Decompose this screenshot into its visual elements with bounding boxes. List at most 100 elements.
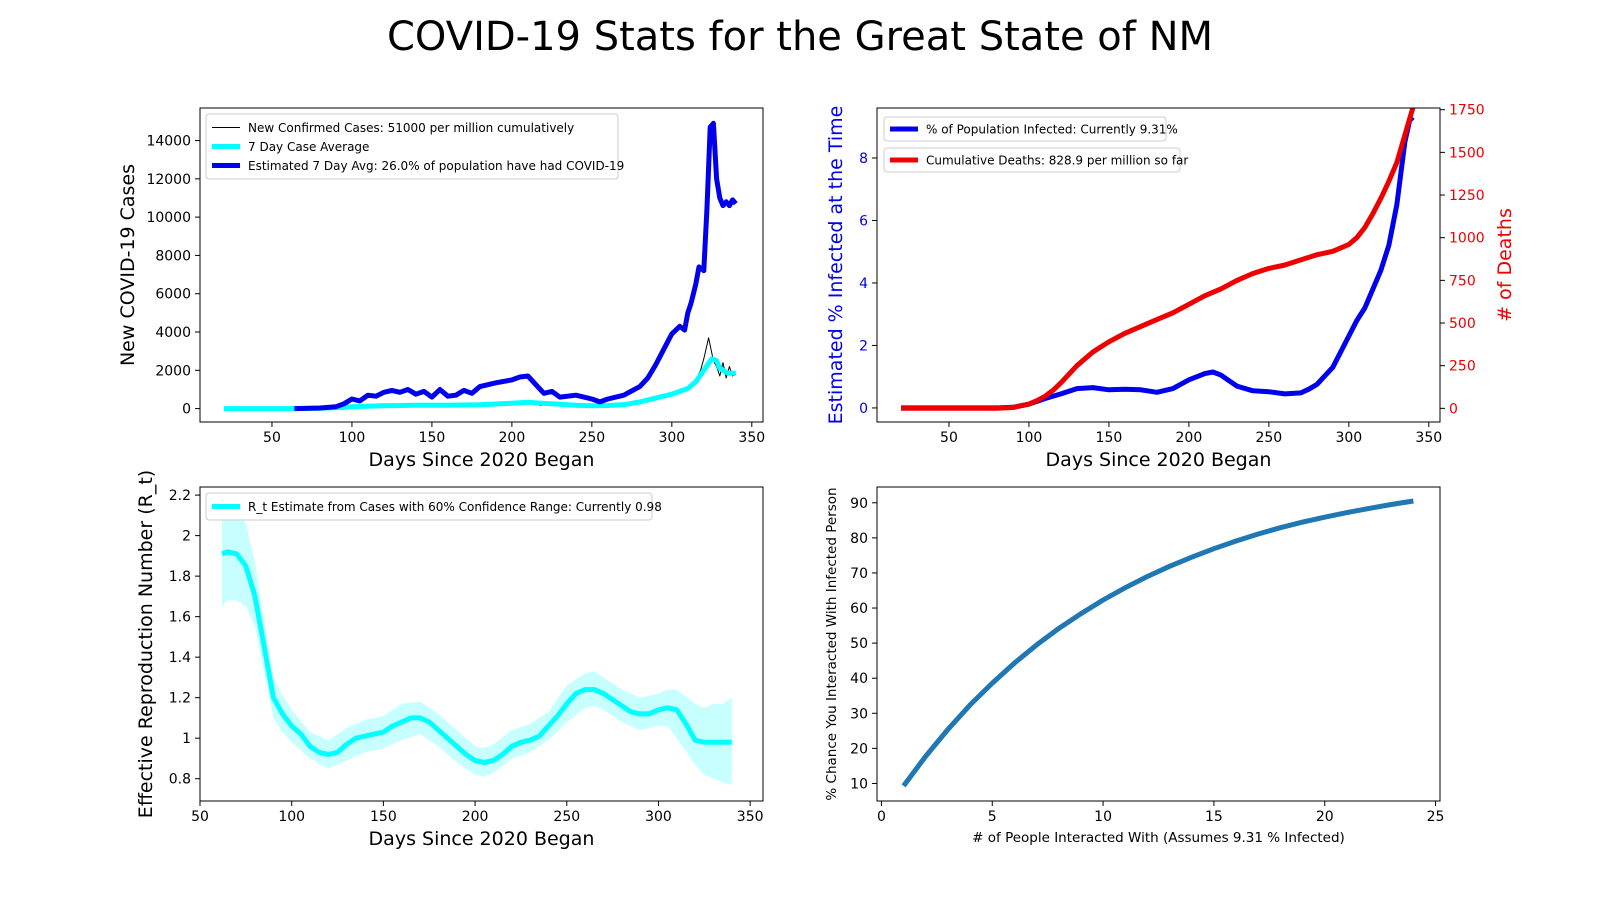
chart-top-left: 50 100 150 200 250 300 350 0 2000 4000 6000 8000 100…	[117, 107, 765, 471]
y-tick-label: 90	[850, 496, 868, 512]
y-tick-label: 40	[850, 671, 868, 687]
y2-tick-label: 1500	[1449, 145, 1485, 161]
x-tick-label: 200	[1176, 430, 1203, 446]
y-tick-label: 30	[850, 706, 868, 722]
y-tick-label: 4000	[155, 325, 191, 341]
y2-tick-label: 1250	[1449, 188, 1485, 204]
y-tick-label: 80	[850, 531, 868, 547]
x-tick-label: 200	[462, 809, 489, 825]
x-tick-label: 200	[499, 430, 526, 446]
x-tick-label: 250	[578, 430, 605, 446]
series-line-1	[901, 108, 1416, 411]
x-tick-label: 25	[1427, 809, 1445, 825]
y2-axis-label: # of Deaths	[1494, 208, 1516, 322]
y-tick-label: 0	[859, 401, 868, 417]
x-tick-label: 150	[1096, 430, 1123, 446]
y-tick-label: 0	[182, 402, 191, 418]
legend-label: Estimated 7 Day Avg: 26.0% of population…	[248, 159, 624, 173]
x-tick-label: 250	[1255, 430, 1282, 446]
x-tick-label: 50	[191, 809, 209, 825]
y-tick-label: 1	[182, 731, 191, 747]
y-tick-label: 2000	[155, 363, 191, 379]
y-tick-label: 12000	[146, 172, 191, 188]
y-tick-label: 2.2	[169, 488, 191, 504]
legend-label: New Confirmed Cases: 51000 per million c…	[248, 121, 574, 135]
x-tick-label: 50	[263, 430, 281, 446]
plot-area	[901, 108, 1416, 411]
series-line-0	[901, 115, 1415, 411]
chart-top-right: 50 100 150 200 250 300 350 0 2 4 6 8 0 250 500 750 1000 1…	[825, 103, 1516, 471]
y2-tick-label: 750	[1449, 273, 1476, 289]
chart-bottom-right: 0 5 10 15 20 25 10 20 30 40 50 60 70 80 90 # of People …	[824, 486, 1445, 846]
x-tick-label: 10	[1094, 809, 1112, 825]
x-tick-label: 300	[1335, 430, 1362, 446]
plot-frame	[876, 486, 1441, 802]
figure-title: COVID-19 Stats for the Great State of NM	[387, 14, 1213, 60]
plot-area	[901, 498, 1414, 788]
x-tick-label: 5	[988, 809, 997, 825]
plot-frame	[876, 107, 1441, 423]
series-line-0	[901, 498, 1414, 788]
y-axis-label: Estimated % Infected at the Time	[825, 106, 847, 425]
y-tick-label: 10000	[146, 210, 191, 226]
y-tick-label: 2	[182, 529, 191, 545]
y-tick-label: 8	[859, 151, 868, 167]
confidence-band	[222, 495, 732, 785]
x-tick-label: 50	[940, 430, 958, 446]
x-tick-label: 350	[1415, 430, 1442, 446]
y-tick-label: 8000	[155, 248, 191, 264]
y-tick-label: 4	[859, 276, 868, 292]
y-axis-label: New COVID-19 Cases	[117, 164, 139, 366]
y-tick-label: 1.2	[169, 691, 191, 707]
legend-box	[205, 113, 619, 180]
legend-box	[205, 492, 653, 521]
x-tick-label: 150	[419, 430, 446, 446]
y-tick-label: 70	[850, 566, 868, 582]
x-tick-label: 20	[1316, 809, 1334, 825]
y-tick-label: 6000	[155, 287, 191, 303]
x-tick-label: 0	[877, 809, 886, 825]
plot-area	[224, 120, 738, 412]
y2-tick-label: 500	[1449, 316, 1476, 332]
series-line-0	[221, 549, 732, 765]
x-tick-label: 350	[738, 430, 765, 446]
y-tick-label: 1.6	[169, 610, 191, 626]
x-tick-label: 150	[370, 809, 397, 825]
x-axis-label: Days Since 2020 Began	[369, 828, 595, 850]
x-axis-label: Days Since 2020 Began	[369, 449, 595, 471]
y2-tick-label: 1000	[1449, 231, 1485, 247]
y-tick-label: 10	[850, 776, 868, 792]
plot-frame	[199, 486, 764, 802]
x-axis-label: Days Since 2020 Began	[1046, 449, 1272, 471]
legend-label: 7 Day Case Average	[248, 140, 369, 154]
y-tick-label: 1.8	[169, 569, 191, 585]
y-tick-label: 14000	[146, 134, 191, 150]
y2-tick-label: 250	[1449, 359, 1476, 375]
x-tick-label: 100	[1016, 430, 1043, 446]
y-tick-label: 2	[859, 338, 868, 354]
plot-frame	[199, 107, 764, 423]
y-tick-label: 0.8	[169, 772, 191, 788]
x-tick-label: 300	[645, 809, 672, 825]
x-tick-label: 15	[1205, 809, 1223, 825]
chart-bottom-left: 50 100 150 200 250 300 350 0.8 1 1.2 1.4 1.6 1.8 2 2.2…	[135, 470, 764, 850]
y2-tick-label: 0	[1449, 401, 1458, 417]
y-tick-label: 6	[859, 213, 868, 229]
y-tick-label: 60	[850, 601, 868, 617]
x-tick-label: 100	[339, 430, 366, 446]
legend-label: Cumulative Deaths: 828.9 per million so …	[926, 154, 1188, 168]
x-tick-label: 100	[278, 809, 305, 825]
series-line-1	[224, 356, 736, 412]
legend-box	[883, 116, 1167, 142]
y-tick-label: 50	[850, 636, 868, 652]
plot-area	[221, 495, 732, 785]
x-tick-label: 250	[553, 809, 580, 825]
series-line-2	[294, 120, 738, 412]
y-axis-label: Effective Reproduction Number (R_t)	[135, 470, 157, 818]
y-tick-label: 20	[850, 741, 868, 757]
y-tick-label: 1.4	[169, 650, 191, 666]
x-tick-label: 350	[737, 809, 764, 825]
y-axis-label: % Chance You Interacted With Infected Pe…	[824, 487, 840, 800]
legend-label: R_t Estimate from Cases with 60% Confide…	[248, 500, 662, 514]
